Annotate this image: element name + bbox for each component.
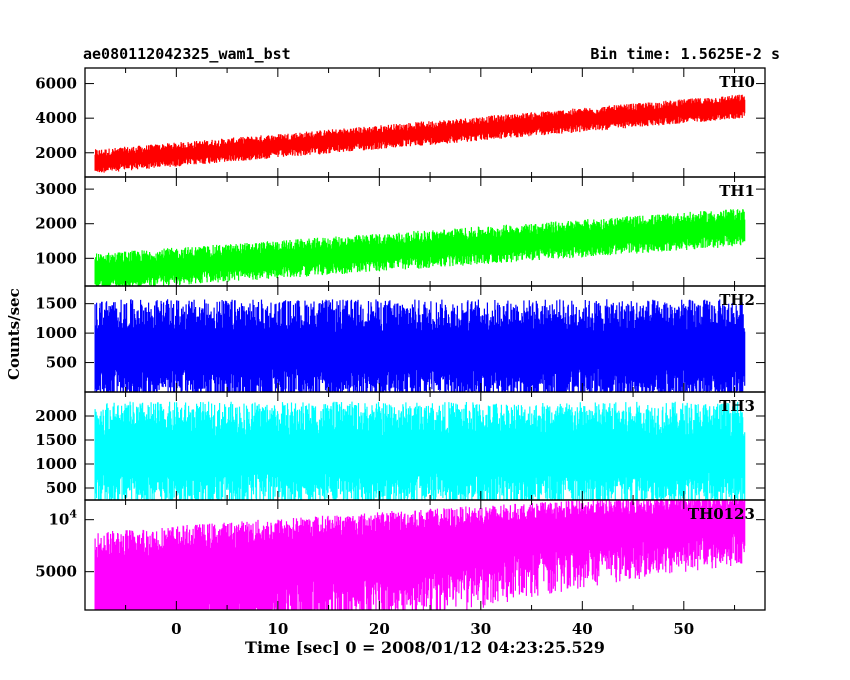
y-tick-label: 2000 [35,215,77,233]
series-label-th0123: TH0123 [688,505,755,523]
y-tick-label: 500 [46,354,77,372]
series-label-th3: TH3 [719,397,755,415]
series-th1 [94,209,746,286]
series-th0 [94,94,746,173]
series-line-th0123 [94,500,746,610]
y-tick-label: 3000 [35,180,77,198]
y-tick-label: 1500 [35,295,77,313]
x-tick-label: 20 [369,620,390,638]
x-axis-label: Time [sec] 0 = 2008/01/12 04:23:25.529 [245,638,605,657]
x-tick-label: 10 [267,620,288,638]
series-line-th1 [94,209,746,286]
series-line-th0 [94,94,746,173]
panel-frame-5 [84,499,766,611]
series-label-th2: TH2 [719,291,755,309]
plot-title-right: Bin time: 1.5625E-2 s [590,45,780,63]
y-tick-label: 2000 [35,144,77,162]
series-th3 [94,401,746,500]
series-line-th3 [94,401,746,500]
y-tick-label: 1000 [35,324,77,342]
series-th0123 [94,500,746,610]
y-tick-label: 1500 [35,431,77,449]
y-tick-label: 104 [48,508,77,529]
x-tick-label: 40 [572,620,593,638]
x-tick-label: 0 [171,620,181,638]
series-label-th0: TH0 [719,73,755,91]
plot-title-left: ae080112042325_wam1_bst [83,45,291,63]
x-tick-label: 50 [673,620,694,638]
y-tick-label: 6000 [35,75,77,93]
series-label-th1: TH1 [719,182,755,200]
series-th2 [94,299,746,392]
y-tick-label: 4000 [35,109,77,127]
y-tick-label: 500 [46,479,77,497]
y-tick-label: 1000 [35,455,77,473]
y-tick-label: 2000 [35,407,77,425]
y-tick-label: 1000 [35,249,77,267]
y-axis-label: Counts/sec [5,288,23,380]
x-tick-label: 30 [470,620,491,638]
y-tick-label: 5000 [35,563,77,581]
series-line-th2 [94,299,746,392]
